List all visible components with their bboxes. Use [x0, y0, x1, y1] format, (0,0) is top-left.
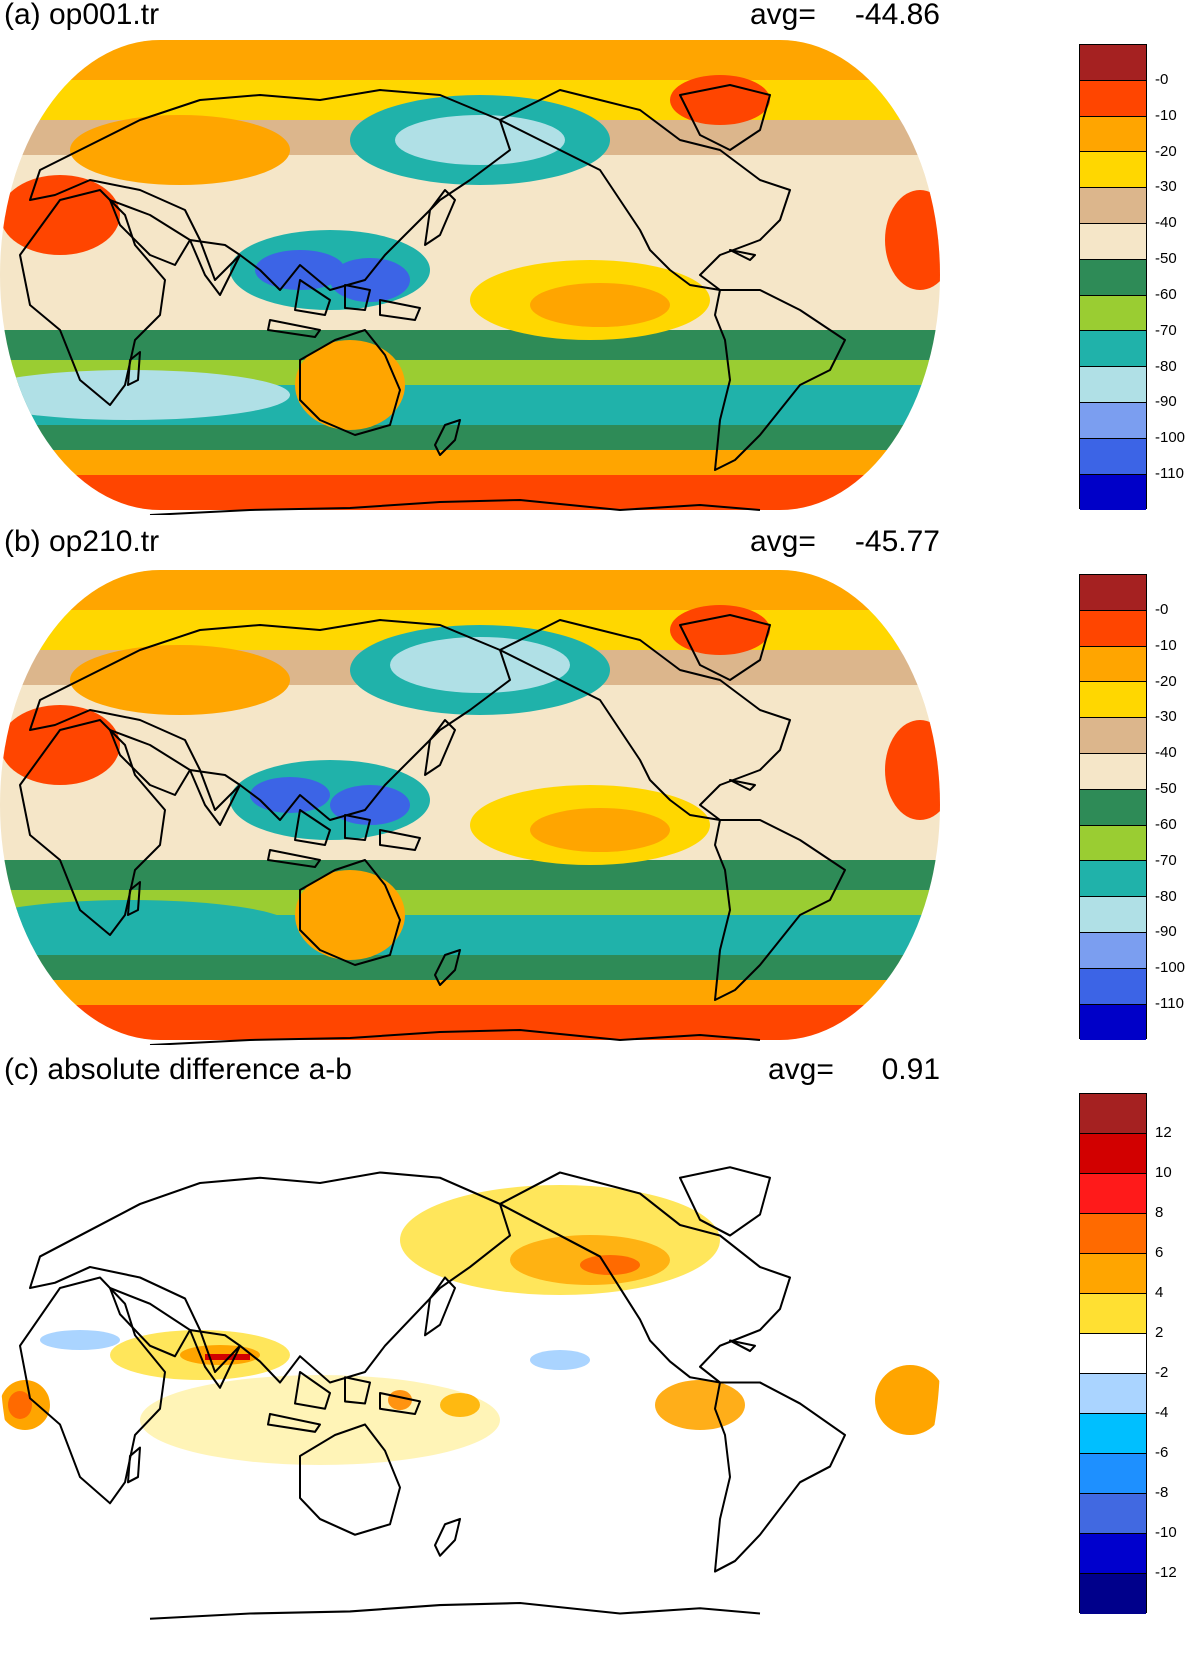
colorbar-label: -20 — [1155, 673, 1177, 690]
colorbar-swatch — [1080, 80, 1146, 117]
colorbar-swatch — [1080, 295, 1146, 332]
colorbar-label: -40 — [1155, 214, 1177, 231]
colorbar-swatch — [1080, 718, 1146, 754]
colorbar-label: -40 — [1155, 744, 1177, 761]
colorbar-swatch — [1080, 682, 1146, 719]
colorbar-label: -10 — [1155, 637, 1177, 654]
colorbar-swatch — [1080, 575, 1146, 611]
colorbar-swatch — [1080, 438, 1146, 475]
colorbar-swatch — [1080, 610, 1146, 647]
colorbar-swatch — [1080, 1374, 1146, 1414]
colorbar-swatch — [1080, 474, 1146, 511]
colorbar-label: -100 — [1155, 959, 1186, 976]
colorbar-swatch — [1080, 1134, 1146, 1174]
colorbar-swatch — [1080, 223, 1146, 260]
colorbar-label: -4 — [1155, 1404, 1169, 1421]
colorbar-label: -30 — [1155, 708, 1177, 725]
colorbar-swatch — [1080, 116, 1146, 153]
colorbar-label: -90 — [1155, 393, 1177, 410]
colorbar-label: -80 — [1155, 358, 1177, 375]
avg-value: -44.86 — [854, 0, 940, 31]
panel-c: (c) absolute difference a-b avg= 0.91 — [0, 1053, 1191, 1675]
world-map — [0, 40, 940, 515]
colorbar-swatch — [1080, 753, 1146, 790]
colorbar-label: 4 — [1155, 1284, 1164, 1301]
colorbar — [1079, 574, 1147, 1041]
colorbar-label: -20 — [1155, 143, 1177, 160]
colorbar-label: -6 — [1155, 1444, 1169, 1461]
colorbar-label: -10 — [1155, 107, 1177, 124]
colorbar-swatch — [1080, 188, 1146, 224]
colorbar-swatch — [1080, 932, 1146, 969]
colorbar-swatch — [1080, 1254, 1146, 1294]
world-map — [0, 570, 940, 1045]
avg-label: avg= — [750, 525, 816, 558]
colorbar-swatch — [1080, 1494, 1146, 1534]
colorbar-swatch — [1080, 1094, 1146, 1134]
colorbar-label: 6 — [1155, 1244, 1164, 1261]
panel-title: (a) op001.tr — [4, 0, 160, 31]
panel-a: (a) op001.tr avg= -44.86 — [0, 0, 1191, 530]
colorbar-label: -30 — [1155, 178, 1177, 195]
colorbar-swatch — [1080, 1414, 1146, 1454]
colorbar-swatch — [1080, 1214, 1146, 1254]
colorbar-label: 10 — [1155, 1164, 1172, 1181]
colorbar-label: -50 — [1155, 250, 1177, 267]
colorbar-swatch — [1080, 331, 1146, 368]
avg-label: avg= — [768, 1053, 834, 1086]
panel-title: (b) op210.tr — [4, 525, 160, 558]
colorbar-swatch — [1080, 367, 1146, 403]
colorbar — [1079, 44, 1147, 511]
colorbar-label: -60 — [1155, 816, 1177, 833]
colorbar-swatch — [1080, 1334, 1146, 1374]
colorbar-label: -2 — [1155, 1364, 1169, 1381]
colorbar-swatch — [1080, 259, 1146, 296]
colorbar-label: 12 — [1155, 1124, 1172, 1141]
colorbar-swatch — [1080, 1454, 1146, 1494]
colorbar-label: -12 — [1155, 1564, 1177, 1581]
colorbar-swatch — [1080, 1294, 1146, 1334]
colorbar-label: -70 — [1155, 322, 1177, 339]
colorbar-label: -60 — [1155, 286, 1177, 303]
colorbar-swatch — [1080, 968, 1146, 1005]
colorbar-label: -0 — [1155, 601, 1169, 618]
colorbar-swatch — [1080, 861, 1146, 898]
colorbar-label: 8 — [1155, 1204, 1164, 1221]
colorbar-label: -10 — [1155, 1524, 1177, 1541]
colorbar-label: -80 — [1155, 888, 1177, 905]
avg-value: -45.77 — [854, 525, 940, 558]
panel-b: (b) op210.tr avg= -45.77 — [0, 525, 1191, 1057]
colorbar-swatch — [1080, 1534, 1146, 1574]
colorbar-swatch — [1080, 825, 1146, 862]
colorbar-swatch — [1080, 152, 1146, 189]
colorbar-label: -90 — [1155, 923, 1177, 940]
colorbar-label: -100 — [1155, 429, 1186, 446]
colorbar-swatch — [1080, 402, 1146, 439]
avg-value: 0.91 — [881, 1053, 940, 1086]
avg-label: avg= — [750, 0, 816, 31]
colorbar-swatch — [1080, 1004, 1146, 1041]
colorbar-swatch — [1080, 45, 1146, 81]
colorbar — [1079, 1093, 1147, 1614]
colorbar-swatch — [1080, 897, 1146, 933]
world-map — [0, 1100, 940, 1620]
panel-title: (c) absolute difference a-b — [4, 1053, 352, 1086]
colorbar-swatch — [1080, 789, 1146, 826]
colorbar-label: -110 — [1155, 465, 1184, 482]
colorbar-swatch — [1080, 1174, 1146, 1214]
colorbar-label: -70 — [1155, 852, 1177, 869]
colorbar-label: -110 — [1155, 995, 1184, 1012]
colorbar-label: -50 — [1155, 780, 1177, 797]
colorbar-swatch — [1080, 1574, 1146, 1614]
colorbar-label: 2 — [1155, 1324, 1164, 1341]
colorbar-swatch — [1080, 646, 1146, 683]
colorbar-label: -0 — [1155, 71, 1169, 88]
colorbar-label: -8 — [1155, 1484, 1169, 1501]
